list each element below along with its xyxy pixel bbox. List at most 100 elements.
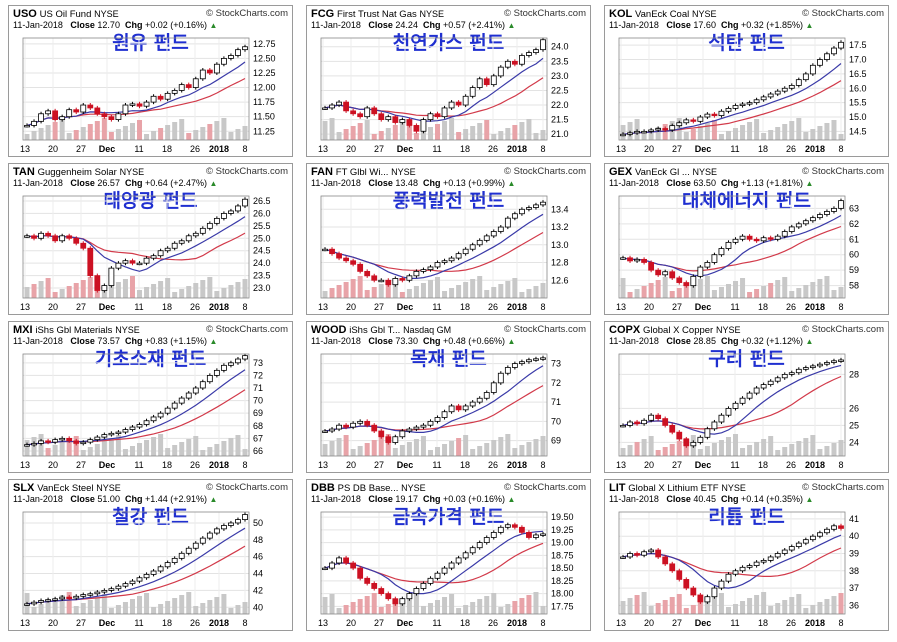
volume-bar <box>754 119 760 140</box>
candle-body <box>122 104 129 115</box>
close-value: 63.50 <box>693 178 716 188</box>
candle-body <box>206 532 213 539</box>
volume-bar <box>718 287 724 298</box>
volume-bar <box>193 283 199 298</box>
candle-body <box>648 262 655 271</box>
volume-bar <box>540 606 546 614</box>
volume-bar <box>385 281 391 298</box>
candle-body <box>504 367 511 374</box>
y-tick-label: 13.0 <box>551 240 569 250</box>
volume-bar <box>789 291 795 298</box>
chart-header: FAN FT Glbl Wi... NYSE <box>311 166 416 178</box>
candle-body <box>526 52 532 56</box>
plot-frame <box>22 195 250 299</box>
chart-panel-mxi: MXI iShs Gbl Materials NYSE © StockCharts… <box>8 321 293 473</box>
volume-bar <box>761 439 767 456</box>
candle-body <box>448 405 455 413</box>
y-tick-label: 11.75 <box>253 97 275 107</box>
chart-panel-uso: USO US Oil Fund NYSE © StockCharts.com 11-… <box>8 5 293 157</box>
volume-bar <box>540 130 546 140</box>
candle-body <box>420 424 427 428</box>
plot-frame <box>320 37 548 141</box>
x-tick-label: 11 <box>730 302 739 312</box>
close-value: 12.70 <box>97 20 120 30</box>
candle-body <box>52 110 59 120</box>
volume-bar <box>463 282 469 298</box>
volume-bar <box>648 283 654 298</box>
candle-body <box>718 110 725 116</box>
y-tick-label: 24.0 <box>253 258 271 268</box>
volume-bar <box>207 277 213 298</box>
x-tick-label: 26 <box>786 460 796 470</box>
candle-body <box>533 358 539 361</box>
candle-body <box>364 577 371 584</box>
candle-body <box>228 210 234 214</box>
candle-body <box>824 362 830 365</box>
candle-body <box>242 198 248 207</box>
candle-body <box>817 59 823 66</box>
x-tick-label: Dec <box>695 302 712 312</box>
volume-bar <box>322 121 328 140</box>
x-tick-label: 13 <box>616 618 626 628</box>
volume-bar <box>122 126 128 140</box>
price-plot: 50 48 46 44 42 40 13 20 27 Dec 11 18 26 2018 8 <box>20 511 263 628</box>
candle-body <box>101 113 108 118</box>
stockcharts-watermark: © StockCharts.com <box>802 324 884 335</box>
x-tick-label: Dec <box>397 460 414 470</box>
x-tick-label: 26 <box>190 618 200 628</box>
volume-bar <box>406 289 412 298</box>
volume-bar <box>221 118 227 140</box>
volume-bar <box>24 440 30 456</box>
candle-body <box>760 560 767 563</box>
candle-body <box>462 248 469 255</box>
volume-bar <box>740 601 746 614</box>
x-tick-label: 13 <box>318 144 328 154</box>
x-tick-label: 8 <box>838 144 843 154</box>
candle-body <box>192 387 199 394</box>
candle-body <box>59 437 66 441</box>
candle-body <box>781 231 788 237</box>
volume-bar <box>52 122 58 140</box>
y-tick-label: 71 <box>551 397 561 407</box>
ticker-symbol: KOL <box>609 8 633 20</box>
volume-bar <box>456 608 462 614</box>
candle-body <box>392 598 399 605</box>
close-value: 26.57 <box>97 178 120 188</box>
y-tick-label: 72 <box>253 370 263 380</box>
candle-body <box>838 200 844 209</box>
up-triangle-icon: ▲ <box>805 337 814 346</box>
volume-bar <box>137 443 143 456</box>
volume-bar <box>179 289 185 298</box>
volume-bar <box>533 133 539 140</box>
volume-bar <box>831 120 837 140</box>
stockcharts-watermark: © StockCharts.com <box>504 324 586 335</box>
volume-bar <box>838 287 844 298</box>
volume-bar <box>477 276 483 298</box>
volume-bar <box>94 291 100 298</box>
candle-body <box>655 128 662 131</box>
volume-bar <box>442 597 448 614</box>
candle-body <box>357 420 364 424</box>
price-plot: 12.75 12.50 12.25 12.00 11.75 11.50 11.25 13 20 2… <box>20 37 276 154</box>
candle-body <box>322 430 328 433</box>
x-tick-label: 13 <box>318 618 328 628</box>
quote-date: 11-Jan-2018 <box>13 20 63 30</box>
volume-bar <box>108 438 114 456</box>
fund-title: 기초소재 펀드 <box>94 348 207 370</box>
volume-bar <box>385 434 391 456</box>
candle-body <box>385 279 392 286</box>
x-tick-label: 27 <box>76 618 86 628</box>
volume-bar <box>627 292 633 298</box>
x-tick-label: 26 <box>190 144 200 154</box>
up-triangle-icon: ▲ <box>507 21 516 30</box>
volume-bar <box>718 134 724 140</box>
candle-body <box>143 573 150 579</box>
volume-bar <box>129 599 135 614</box>
y-tick-label: 18.25 <box>551 576 574 586</box>
volume-bar <box>526 119 532 140</box>
candle-body <box>662 271 669 276</box>
candle-body <box>732 570 739 575</box>
candle-body <box>136 577 143 582</box>
fund-name: FT Glbl Wi... <box>335 167 389 178</box>
candle-body <box>392 278 399 286</box>
